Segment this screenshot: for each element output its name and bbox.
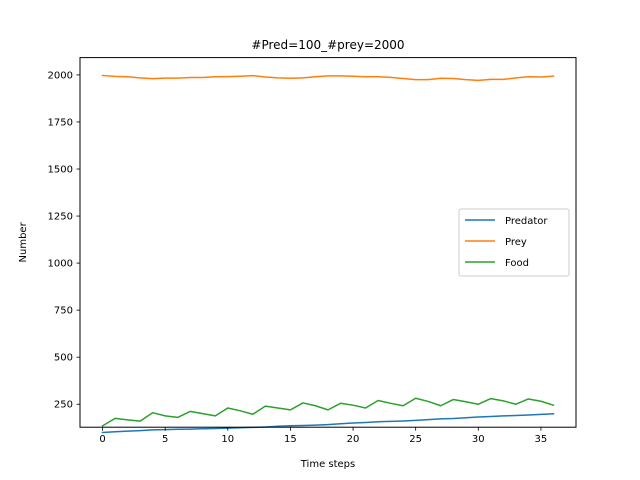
y-tick-label: 2000 [48,70,73,81]
y-axis-label: Number [18,221,29,262]
series-line-predator [101,413,555,434]
y-tick-label: 500 [54,353,73,364]
x-axis-ticks: 0 5 10 15 20 25 30 35 [99,427,547,445]
x-axis-label: Time steps [300,459,356,470]
legend-label-food: Food [505,258,529,269]
y-tick-label: 1750 [48,117,73,128]
x-tick-label: 15 [284,434,297,445]
x-tick-label: 5 [162,434,168,445]
x-tick-label: 10 [221,434,234,445]
y-tick-label: 250 [54,400,73,411]
series-line-prey [101,74,555,82]
y-axis-ticks: 250 500 750 1000 1250 1500 1750 2000 [48,70,80,411]
y-tick-label: 1500 [48,165,73,176]
x-tick-label: 20 [347,434,360,445]
legend-label-prey: Prey [505,237,527,248]
legend-box [458,208,570,277]
chart-title: #Pred=100_#prey=2000 [251,38,404,52]
x-tick-label: 35 [535,434,548,445]
legend-label-predator: Predator [505,216,548,227]
x-tick-label: 30 [472,434,485,445]
axes-frame [79,57,577,428]
legend: Predator Prey Food [458,208,570,277]
y-tick-label: 1250 [48,212,73,223]
series-line-food [101,397,555,427]
plot-area [101,74,555,434]
y-tick-label: 1000 [48,259,73,270]
x-tick-label: 25 [409,434,422,445]
x-tick-label: 0 [99,434,105,445]
y-tick-label: 750 [54,306,73,317]
